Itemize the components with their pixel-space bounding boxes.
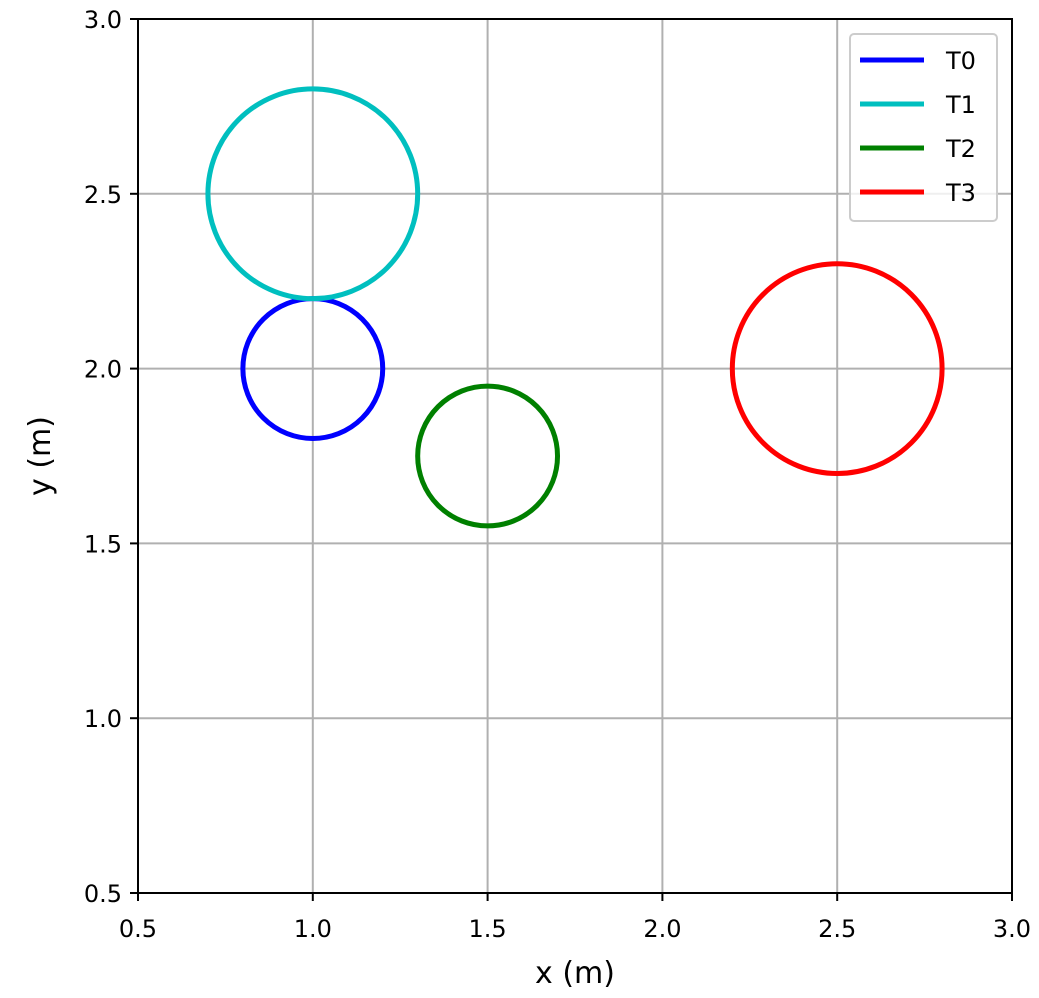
x-tick-label: 3.0 [993, 915, 1031, 943]
x-tick-label: 1.0 [294, 915, 332, 943]
x-tick-label: 1.5 [469, 915, 507, 943]
legend-label-t1: T1 [945, 91, 976, 119]
legend-label-t3: T3 [945, 179, 976, 207]
series-t1-trajectory [205, 86, 421, 302]
legend-label-t2: T2 [945, 135, 976, 163]
plot-frame [137, 18, 1013, 894]
x-axis-label: x (m) [535, 956, 615, 991]
ticks: 0.5 1.0 1.5 2.0 2.5 3.0 0.5 1.0 1.5 2.0 2.5 3.0 [84, 6, 1031, 943]
y-tick-label: 3.0 [84, 6, 122, 34]
legend: T0 T1 T2 T3 [849, 33, 998, 222]
x-tick-label: 0.5 [119, 915, 157, 943]
legend-box [849, 33, 998, 222]
x-tick-label: 2.0 [643, 915, 681, 943]
series-t3-trajectory [729, 261, 945, 476]
series-t2-trajectory [415, 383, 561, 529]
y-tick-label: 2.5 [84, 181, 122, 209]
y-tick-label: 0.5 [84, 880, 122, 908]
y-axis-label: y (m) [23, 416, 58, 496]
y-tick-label: 1.5 [84, 530, 122, 558]
x-tick-label: 2.5 [818, 915, 856, 943]
y-tick-label: 1.0 [84, 705, 122, 733]
legend-label-t0: T0 [945, 47, 976, 75]
series-layer [205, 86, 945, 529]
y-tick-label: 2.0 [84, 356, 122, 384]
